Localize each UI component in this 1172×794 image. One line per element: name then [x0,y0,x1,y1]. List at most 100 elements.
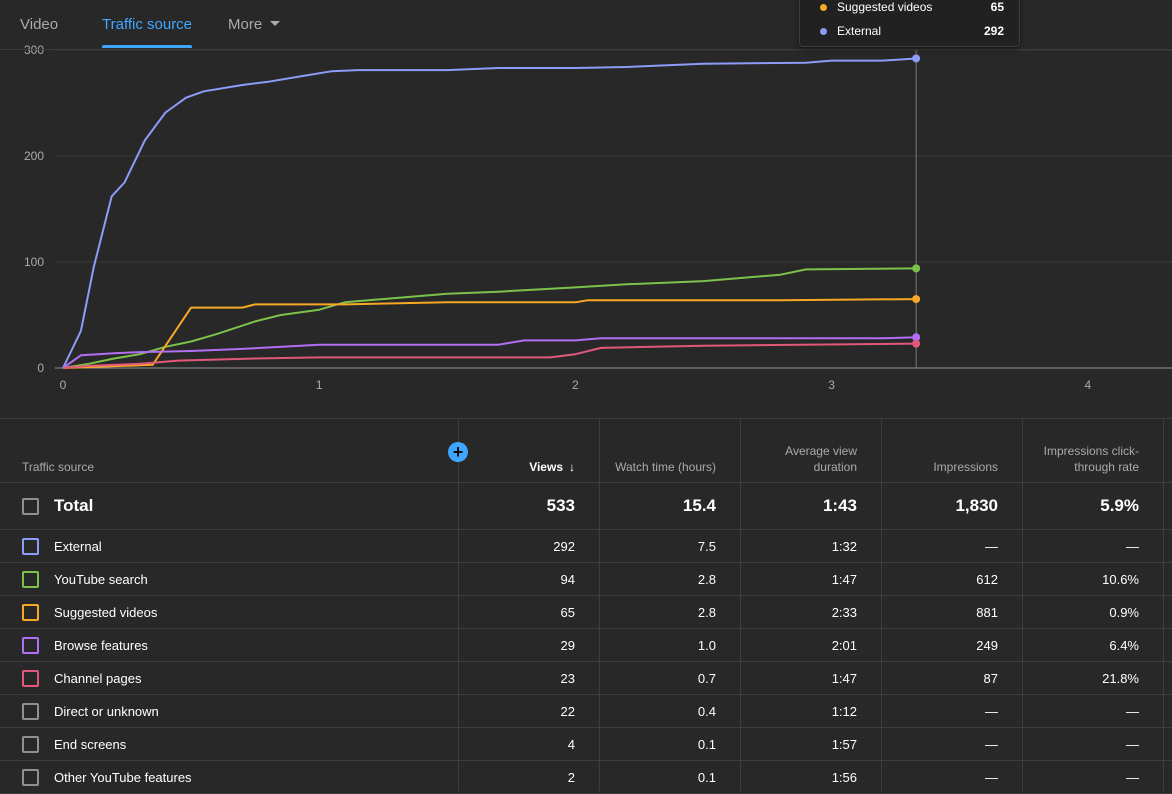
series-end-point [912,333,921,342]
row-checkbox[interactable] [22,604,39,621]
cell-watch-time: 2.8 [697,605,716,620]
header-traffic-source[interactable]: Traffic source [22,460,95,474]
row-checkbox[interactable] [22,538,39,555]
cell-impressions: 87 [983,671,998,686]
tooltip-label: External [837,24,882,38]
row-checkbox[interactable] [22,736,39,753]
y-tick-label: 200 [24,149,44,163]
cell-watch-time: 7.5 [697,539,716,554]
row-name[interactable]: End screens [54,737,127,752]
cell-views: 22 [560,704,575,719]
series-line [62,336,917,369]
x-tick-label: 4 [1084,378,1091,392]
cell-views: 94 [560,572,575,587]
column-divider [740,419,741,791]
cell-ctr: 6.4% [1109,638,1139,653]
column-divider [1163,419,1164,791]
cell-watch-time: 15.4 [682,496,716,515]
cell-impressions: 249 [976,638,998,653]
y-tick-label: 0 [37,361,44,375]
header-watch-time[interactable]: Watch time (hours) [615,460,716,474]
cell-ctr: — [1126,704,1139,719]
arrow-down-icon: ↓ [569,460,575,474]
column-divider [1022,419,1023,791]
row-name[interactable]: YouTube search [54,572,148,587]
tooltip-label: Suggested videos [837,0,933,14]
tooltip-row: Suggested videos 65 [800,0,1019,16]
row-name[interactable]: Other YouTube features [54,770,192,785]
cell-avg-duration: 1:43 [822,496,857,515]
row-name[interactable]: Direct or unknown [54,704,159,719]
cell-watch-time: 0.4 [697,704,716,719]
table-row: Suggested videos 65 2.8 2:33 881 0.9% [0,596,1172,629]
cell-avg-duration: 1:57 [831,737,857,752]
cell-views: 2 [567,770,575,785]
header-views[interactable]: Views ↓ [470,419,575,483]
column-divider [881,419,882,791]
traffic-source-table: Traffic source + Views ↓ Watch time (hour… [0,418,1172,794]
cell-impressions: 881 [976,605,998,620]
line-chart: 0 100 200 300 0 1 2 3 4 [24,43,1172,392]
cell-views: 292 [553,539,575,554]
row-checkbox[interactable] [22,703,39,720]
row-name[interactable]: External [54,539,102,554]
tab-bar: Video Traffic source More [0,0,1172,50]
chart-tooltip: Suggested videos 65 External 292 [799,0,1020,47]
cell-views: 4 [567,737,575,752]
cell-watch-time: 2.8 [697,572,716,587]
row-checkbox[interactable] [22,670,39,687]
cell-ctr: 0.9% [1109,605,1139,620]
cell-watch-time: 0.1 [697,737,716,752]
cell-impressions: — [985,704,998,719]
row-checkbox[interactable] [22,637,39,654]
series-end-point [912,54,921,63]
x-tick-label: 2 [572,378,579,392]
row-name[interactable]: Suggested videos [54,605,158,620]
column-divider [458,419,459,791]
row-checkbox[interactable] [22,571,39,588]
cell-avg-duration: 1:12 [831,704,857,719]
cell-avg-duration: 2:33 [831,605,857,620]
cell-views: 29 [560,638,575,653]
cell-ctr: 10.6% [1102,572,1139,587]
table-row: Browse features 29 1.0 2:01 249 6.4% [0,629,1172,662]
series-end-point [912,339,921,348]
tab-traffic-source[interactable]: Traffic source [102,0,193,50]
cell-avg-duration: 1:32 [831,539,857,554]
cell-watch-time: 0.1 [697,770,716,785]
row-name[interactable]: Channel pages [54,671,142,686]
table-row: Other YouTube features 2 0.1 1:56 — — [0,761,1172,794]
header-average-view-duration[interactable]: Average view duration [785,444,857,474]
cell-watch-time: 0.7 [697,671,716,686]
table-row-total: Total 533 15.4 1:43 1,830 5.9% [0,483,1172,530]
series-line [62,57,917,369]
header-impressions-ctr[interactable]: Impressions click-through rate [1043,444,1139,474]
tab-more[interactable]: More [228,0,281,50]
cell-impressions: — [985,539,998,554]
cell-ctr: 5.9% [1100,496,1139,515]
row-checkbox[interactable] [22,769,39,786]
series-dot-icon [820,4,827,11]
table-header: Traffic source + Views ↓ Watch time (hour… [0,419,1172,483]
row-name: Total [54,496,94,515]
column-divider [599,419,600,791]
y-tick-label: 300 [24,43,44,57]
x-tick-label: 1 [316,378,323,392]
tab-video[interactable]: Video [20,16,59,33]
table-row: YouTube search 94 2.8 1:47 612 10.6% [0,563,1172,596]
series-dot-icon [820,28,827,35]
cell-avg-duration: 2:01 [831,638,857,653]
total-checkbox[interactable] [22,498,39,515]
cell-ctr: — [1126,737,1139,752]
add-metric-button[interactable]: + [448,442,468,462]
series-end-point [912,264,921,273]
row-name[interactable]: Browse features [54,638,148,653]
header-impressions[interactable]: Impressions [933,460,998,474]
cell-views: 533 [546,496,575,515]
cell-avg-duration: 1:47 [831,572,857,587]
header-views-label: Views [529,460,563,474]
table-row: Direct or unknown 22 0.4 1:12 — — [0,695,1172,728]
series-line [62,267,917,369]
cell-watch-time: 1.0 [697,638,716,653]
series-line [62,342,917,369]
